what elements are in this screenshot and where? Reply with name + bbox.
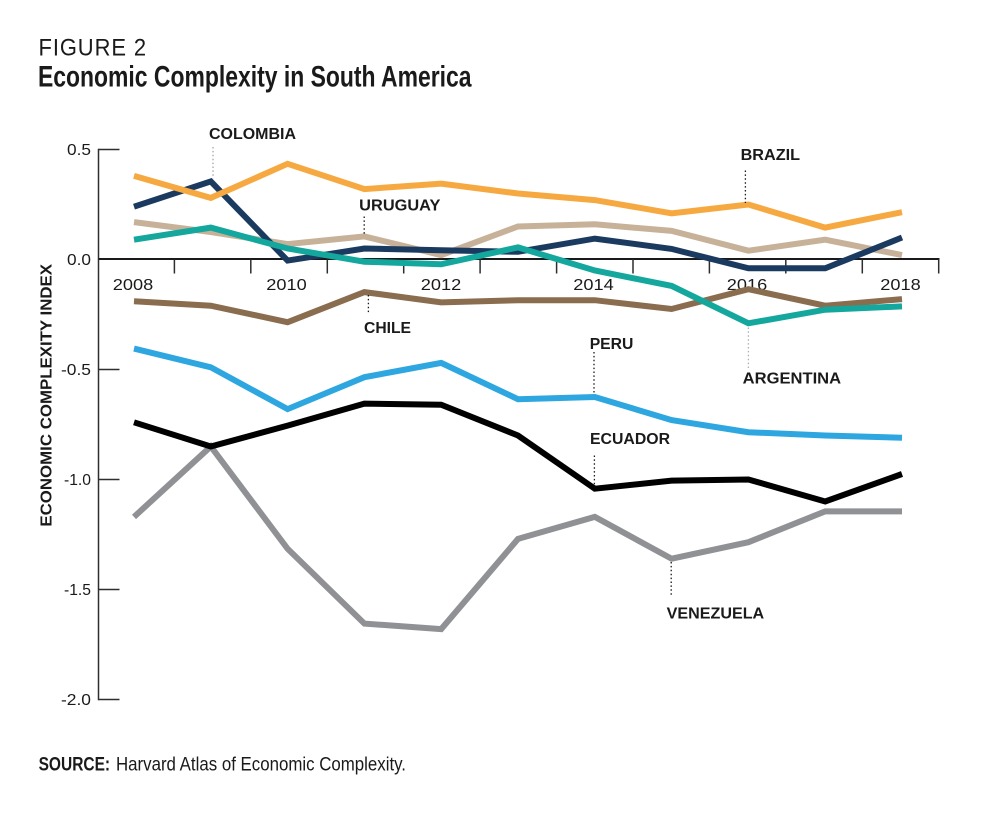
svg-text:0.5: 0.5 [67,142,91,159]
svg-text:BRAZIL: BRAZIL [741,147,801,164]
svg-text:VENEZUELA: VENEZUELA [667,606,765,623]
svg-text:ARGENTINA: ARGENTINA [743,371,842,388]
svg-text:COLOMBIA: COLOMBIA [209,126,296,143]
svg-text:2010: 2010 [266,277,307,294]
svg-text:URUGUAY: URUGUAY [359,198,441,215]
svg-text:-0.5: -0.5 [61,362,91,379]
svg-text:-1.5: -1.5 [64,582,91,599]
svg-text:ECONOMIC COMPLEXITY INDEX: ECONOMIC COMPLEXITY INDEX [38,264,55,527]
svg-text:SOURCE:Harvard Atlas of Econom: SOURCE: Harvard Atlas of Economic Complex… [39,754,406,776]
svg-text:-1.0: -1.0 [64,472,91,489]
svg-text:ECUADOR: ECUADOR [590,431,670,448]
svg-text:Economic Complexity in South A: Economic Complexity in South America [38,60,472,93]
svg-text:0.0: 0.0 [67,252,91,269]
svg-text:CHILE: CHILE [364,320,411,337]
svg-text:-2.0: -2.0 [61,692,91,709]
svg-text:2012: 2012 [421,277,462,294]
svg-text:FIGURE 2: FIGURE 2 [39,34,148,61]
svg-text:2014: 2014 [573,277,614,294]
svg-text:PERU: PERU [590,336,634,353]
svg-text:2018: 2018 [880,277,921,294]
svg-text:2008: 2008 [113,277,154,294]
